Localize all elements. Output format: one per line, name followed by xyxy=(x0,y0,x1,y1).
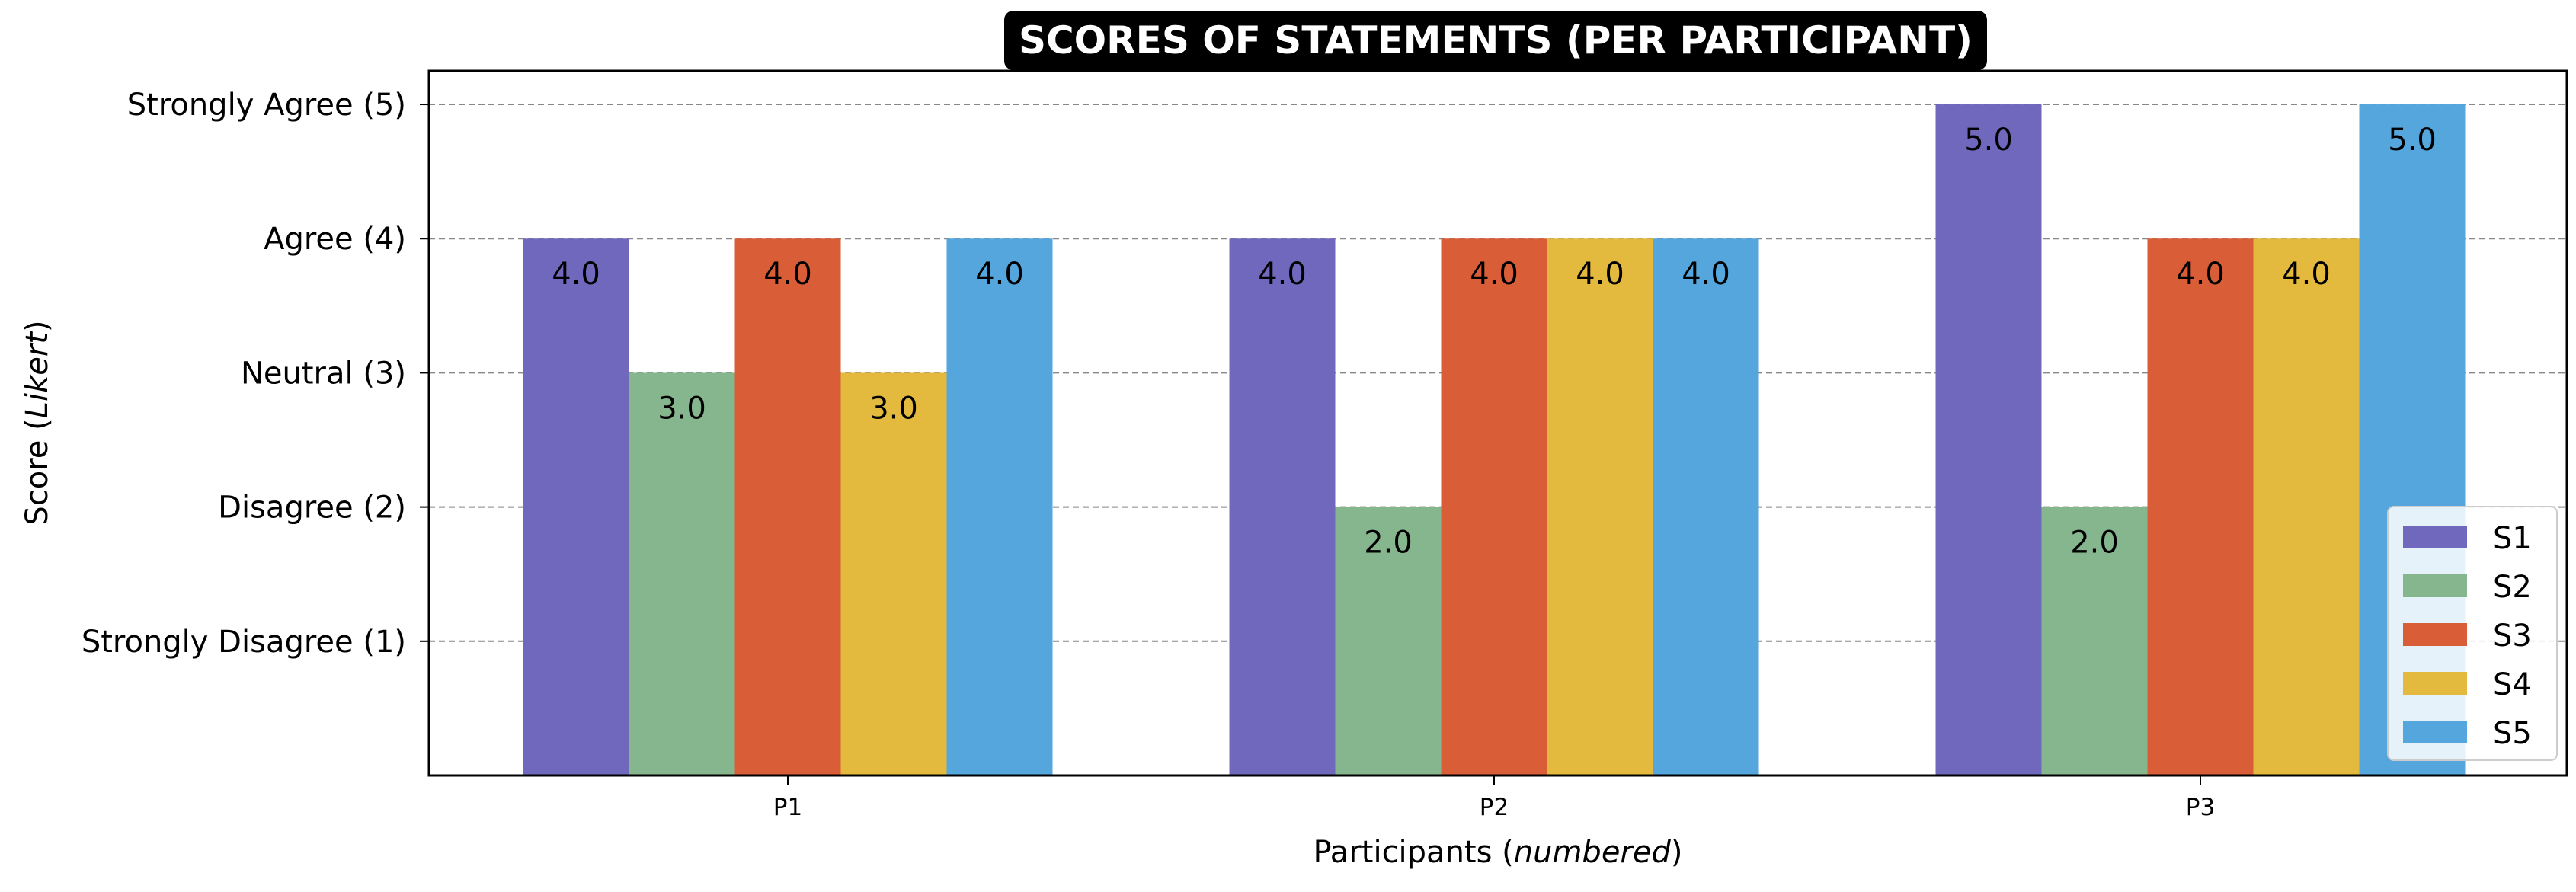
legend-label-s4: S4 xyxy=(2493,667,2532,702)
x-axis-label: Participants (numbered) xyxy=(1313,835,1682,870)
plot-area-frame xyxy=(427,69,2568,777)
bar-s2-p3 xyxy=(2041,507,2148,775)
x-axis-ticks: P1 P2 P3 xyxy=(773,775,2215,821)
x-tick-label: P3 xyxy=(2186,794,2215,821)
legend-label-s1: S1 xyxy=(2493,521,2532,556)
bar-value-label: 2.0 xyxy=(1364,526,1413,561)
bar-value-label: 5.0 xyxy=(1964,123,2013,158)
bar-value-label: 4.0 xyxy=(2282,257,2331,292)
x-tick-label: P2 xyxy=(1480,794,1509,821)
bar-s2-p1 xyxy=(629,372,735,775)
chart-title: SCORES OF STATEMENTS (PER PARTICIPANT) xyxy=(1019,18,1973,62)
bar-s4-p1 xyxy=(840,372,947,775)
bar-value-label: 4.0 xyxy=(763,257,812,292)
legend-box xyxy=(2387,506,2558,761)
bar-s3-p2 xyxy=(1441,238,1547,775)
bar-value-labels: 4.0 3.0 4.0 3.0 4.0 4.0 2.0 4.0 4.0 4.0 5.0 2.0 4.0 4… xyxy=(552,123,2437,561)
legend-label-s3: S3 xyxy=(2493,619,2532,654)
bar-s4-p2 xyxy=(1547,238,1653,775)
y-axis-label: Score (Likert) xyxy=(20,320,55,525)
bar-value-label: 4.0 xyxy=(552,257,600,292)
bar-value-label: 5.0 xyxy=(2388,123,2437,158)
x-tick-label: P1 xyxy=(773,794,802,821)
bar-s1-p2 xyxy=(1229,238,1336,775)
legend-swatch-s3 xyxy=(2403,623,2467,646)
bar-s1-p3 xyxy=(1935,104,2042,776)
bar-value-label: 2.0 xyxy=(2070,526,2119,561)
bar-value-label: 4.0 xyxy=(1470,257,1518,292)
legend-swatch-s1 xyxy=(2403,526,2467,548)
legend-swatch-s4 xyxy=(2403,672,2467,695)
bar-value-label: 4.0 xyxy=(1682,257,1730,292)
y-tick-label: Disagree (2) xyxy=(218,491,406,526)
bars xyxy=(523,104,2466,776)
y-tick-label: Agree (4) xyxy=(264,222,406,257)
bar-s2-p2 xyxy=(1335,507,1442,775)
bar-value-label: 4.0 xyxy=(1576,257,1624,292)
bar-value-label: 4.0 xyxy=(2176,257,2225,292)
legend-label-s2: S2 xyxy=(2493,570,2532,605)
y-axis-ticks: Strongly Disagree (1) Disagree (2) Neutral… xyxy=(82,88,429,660)
bar-value-label: 3.0 xyxy=(869,391,918,426)
bar-s5-p2 xyxy=(1653,238,1759,775)
y-tick-label: Strongly Disagree (1) xyxy=(82,625,406,660)
legend-swatch-s2 xyxy=(2403,574,2467,597)
bar-s5-p1 xyxy=(946,238,1053,775)
y-tick-label: Strongly Agree (5) xyxy=(127,88,406,123)
bar-value-label: 4.0 xyxy=(975,257,1024,292)
legend-swatch-s5 xyxy=(2403,721,2467,743)
y-tick-label: Neutral (3) xyxy=(241,356,406,391)
bar-s3-p1 xyxy=(734,238,841,775)
bar-value-label: 3.0 xyxy=(658,391,706,426)
bar-value-label: 4.0 xyxy=(1258,257,1307,292)
bar-s1-p1 xyxy=(523,238,629,775)
legend-label-s5: S5 xyxy=(2493,716,2532,751)
legend: S1 S2 S3 S4 S5 xyxy=(2387,506,2558,761)
chart-title-background xyxy=(1004,11,1987,70)
bar-s4-p3 xyxy=(2253,238,2360,775)
legend-items: S1 S2 S3 S4 S5 xyxy=(2403,521,2532,751)
bar-s3-p3 xyxy=(2147,238,2254,775)
